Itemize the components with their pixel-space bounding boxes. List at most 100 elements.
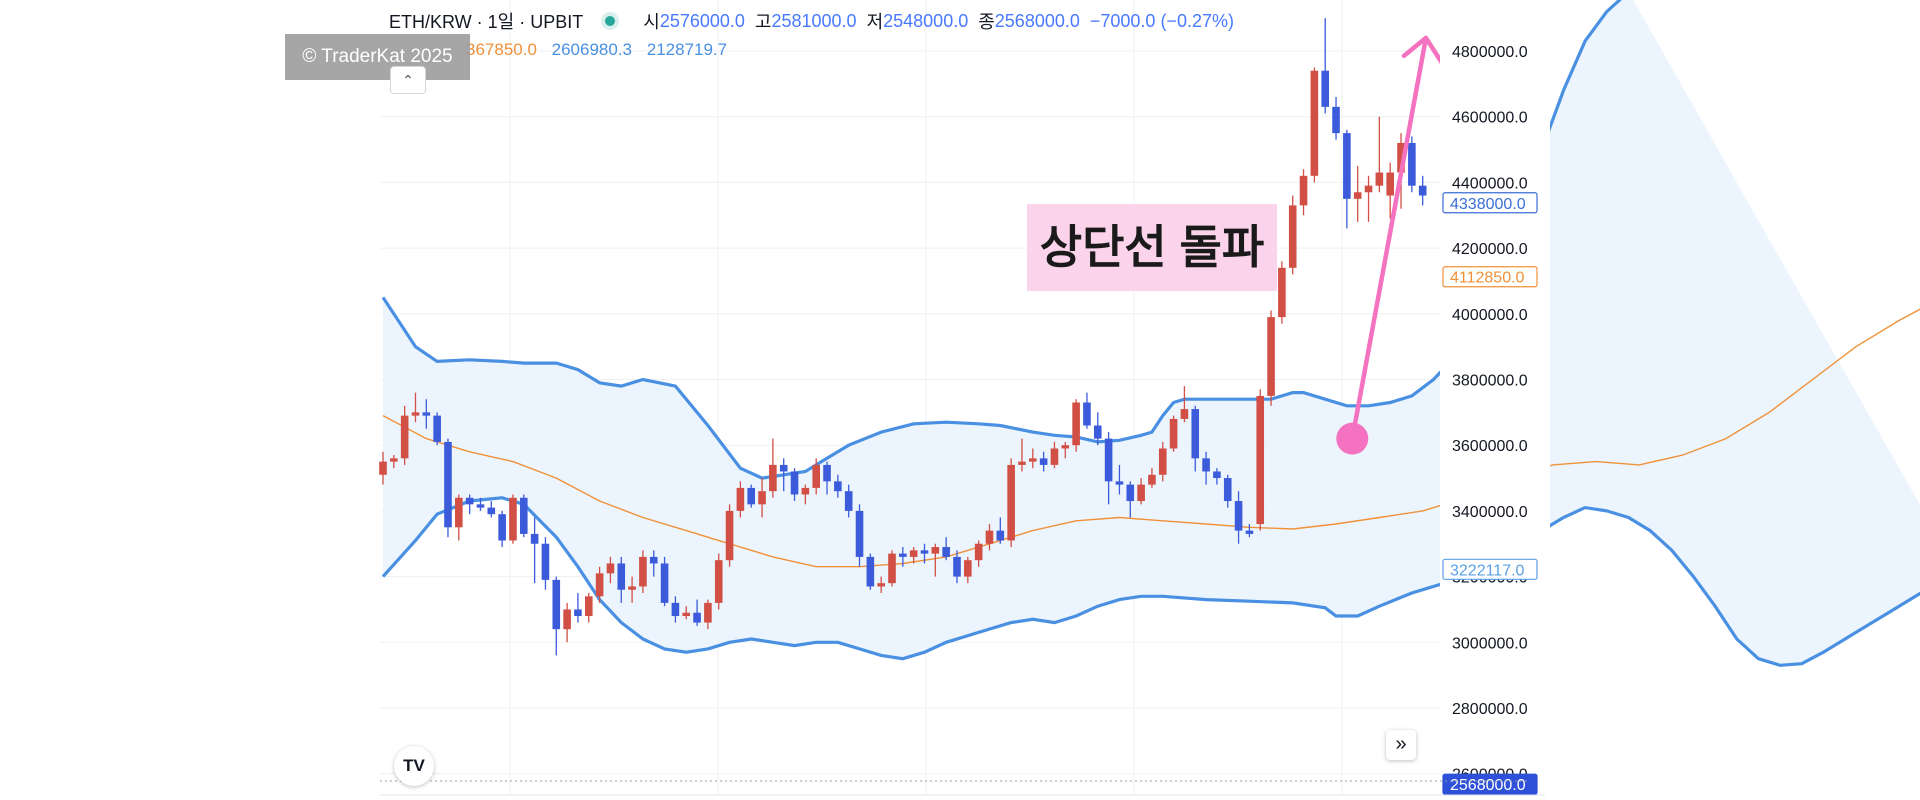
candle-body: [985, 530, 994, 544]
candle: [584, 593, 593, 623]
open-label: 시: [643, 12, 660, 32]
price-tag-basis: 4112850.0: [1442, 266, 1538, 288]
candle-body: [1191, 409, 1200, 459]
candle-body: [844, 491, 853, 511]
candle-body: [1137, 484, 1145, 502]
candle: [379, 451, 387, 485]
candle-body: [617, 563, 626, 590]
candle: [390, 455, 398, 469]
candle: [920, 543, 929, 564]
market-status-icon: [605, 16, 616, 26]
candle-body: [1018, 461, 1026, 465]
candle-body: [942, 547, 950, 557]
candle-body: [693, 612, 701, 623]
candle: [1039, 451, 1048, 472]
candle: [834, 474, 842, 498]
candle: [747, 484, 756, 508]
candle: [1213, 468, 1221, 485]
candle-body: [1256, 395, 1265, 525]
candle-body: [747, 487, 756, 505]
candle-body: [1245, 530, 1254, 534]
symbol-title[interactable]: ETH/KRW · 1일 · UPBIT: [389, 12, 584, 32]
candle: [888, 550, 896, 587]
candle: [1191, 405, 1200, 472]
candle: [779, 458, 788, 492]
candle-body: [1158, 448, 1167, 475]
candle: [1202, 451, 1210, 485]
candle-body: [1267, 317, 1275, 396]
candle-body: [779, 464, 788, 472]
candle: [465, 494, 474, 515]
scroll-to-realtime-button[interactable]: »: [1386, 730, 1416, 760]
candle: [617, 556, 626, 603]
price-tag-upper: 4338000.0: [1442, 192, 1538, 214]
candle: [823, 461, 831, 495]
candle-body: [866, 556, 875, 587]
low-value: 2548000.0: [883, 10, 969, 31]
candle: [660, 556, 669, 607]
candle: [671, 596, 680, 623]
candle: [758, 478, 766, 518]
candle: [1083, 392, 1091, 429]
y-tick-label: 4800000.0: [1452, 44, 1528, 61]
candle: [855, 504, 864, 567]
candle-body: [1115, 481, 1124, 485]
tradingview-logo[interactable]: TV: [394, 746, 434, 786]
price-tag-box: [1442, 773, 1538, 795]
candle-body: [888, 553, 896, 584]
candle-body: [476, 504, 485, 508]
candle-body: [563, 609, 571, 630]
candle-body: [1418, 185, 1427, 196]
candle-body: [1029, 458, 1037, 462]
candle-body: [834, 481, 842, 492]
candle: [530, 517, 539, 584]
candle-body: [519, 497, 528, 534]
candle-body: [433, 415, 441, 442]
high-label: 고: [754, 12, 772, 32]
candle: [974, 540, 983, 567]
candle-body: [1061, 445, 1070, 449]
candle: [628, 576, 636, 603]
breakout-arrow: [1336, 35, 1445, 455]
candle-body: [671, 602, 680, 617]
candle: [595, 566, 604, 603]
candle: [704, 599, 712, 630]
candle-body: [704, 602, 712, 623]
low-label: 저: [866, 12, 884, 32]
candle-body: [1321, 70, 1330, 107]
candle-body: [1234, 501, 1243, 531]
candle: [1375, 116, 1384, 193]
price-tag-label: 2568000.0: [1450, 777, 1526, 794]
candle-body: [1386, 172, 1394, 196]
price-axis-bg: [1440, 0, 1550, 795]
candle: [1093, 412, 1102, 446]
price-tag-label: 4112850.0: [1450, 270, 1525, 287]
close-label: 종: [978, 12, 995, 32]
candle: [953, 550, 961, 584]
candle-body: [1050, 448, 1059, 465]
candlestick-series: [379, 18, 1427, 656]
candle-body: [1213, 471, 1221, 479]
close-value: 2568000.0: [994, 10, 1080, 31]
arrow-start-dot: [1336, 422, 1369, 455]
chevron-up-icon[interactable]: ⌃: [390, 66, 426, 94]
price-axis: 4800000.0 4600000.0 4400000.0 4200000.0 4000…: [1440, 0, 1550, 795]
candle: [812, 458, 820, 495]
candle: [574, 593, 582, 623]
candle: [1115, 464, 1124, 495]
candle-body: [1083, 402, 1091, 426]
candle-body: [1288, 205, 1297, 268]
candle-body: [909, 550, 918, 557]
candle: [606, 556, 615, 584]
candle-body: [584, 596, 593, 617]
candle-body: [574, 609, 582, 617]
candle: [1364, 175, 1373, 222]
candle: [1007, 458, 1015, 548]
candle: [714, 553, 723, 610]
candle-body: [682, 612, 691, 617]
candle: [790, 468, 799, 502]
open-value: 2576000.0: [659, 10, 745, 31]
price-tag-box: [1442, 192, 1538, 214]
bollinger-basis-line: [382, 308, 1920, 568]
